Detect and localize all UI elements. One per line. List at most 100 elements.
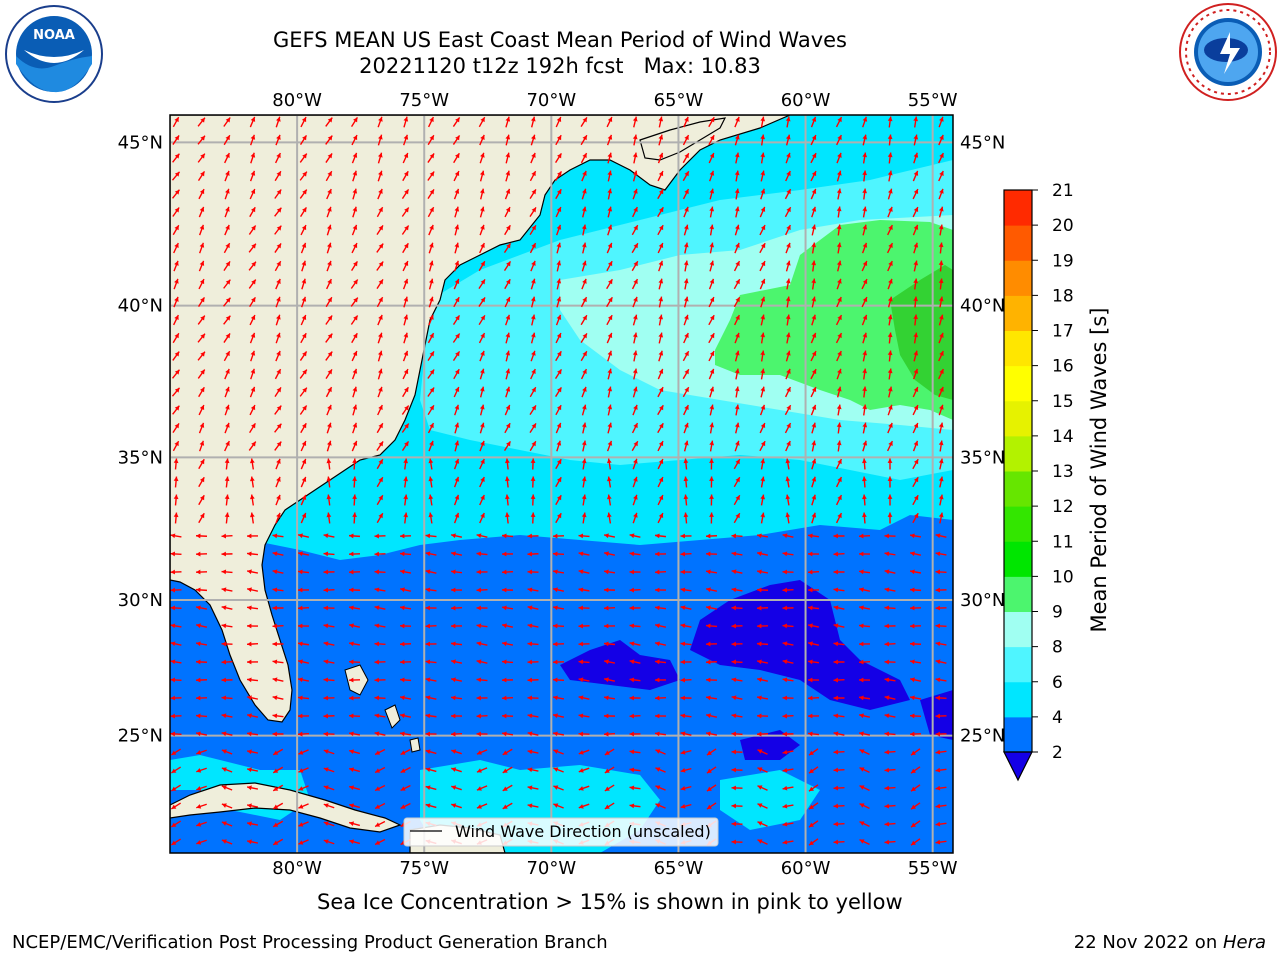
wind-arrow [428, 260, 434, 272]
wind-arrow [326, 494, 332, 506]
wind-arrow [629, 551, 641, 557]
wind-arrow [862, 332, 868, 344]
wind-arrow [453, 476, 460, 488]
wind-arrow [782, 821, 794, 827]
wind-arrow [250, 350, 256, 362]
wind-arrow [913, 314, 919, 326]
wind-arrow [274, 441, 282, 451]
wind-arrow [479, 440, 485, 452]
wind-arrow [402, 170, 409, 182]
wind-arrow [756, 605, 769, 611]
wind-arrow [555, 134, 562, 146]
wind-arrow [859, 839, 870, 845]
wind-arrow [297, 731, 310, 737]
wind-arrow [757, 821, 768, 827]
wind-arrow [912, 368, 919, 380]
wind-arrow [705, 587, 718, 593]
wind-arrow [377, 332, 383, 344]
wind-arrow [935, 749, 947, 755]
wind-arrow [351, 350, 358, 362]
wind-arrow [402, 152, 409, 164]
wind-arrow [785, 224, 791, 236]
wind-arrow [808, 766, 819, 774]
wind-arrow [399, 569, 412, 575]
wind-arrow [782, 641, 794, 647]
wind-arrow [198, 458, 205, 470]
wind-arrow [428, 476, 434, 488]
wind-arrow [833, 803, 845, 809]
wind-arrow [530, 332, 536, 344]
wind-arrow [629, 785, 641, 791]
wind-arrow [629, 803, 641, 809]
wind-arrow [935, 695, 947, 701]
wind-arrow [374, 713, 386, 719]
wind-arrow [782, 587, 794, 593]
wind-arrow [811, 224, 817, 236]
wind-arrow [760, 458, 766, 470]
wind-arrow [862, 368, 868, 380]
wind-arrow [504, 206, 511, 218]
wind-arrow [325, 315, 333, 325]
wind-arrow [399, 731, 412, 737]
wind-arrow [680, 605, 692, 611]
wind-arrow [504, 458, 510, 470]
noaa-logo-text: NOAA [33, 28, 75, 43]
wind-arrow [299, 369, 308, 379]
wind-arrow [887, 476, 893, 488]
wind-arrow [425, 623, 437, 629]
wind-arrow [938, 242, 944, 254]
wind-arrow [887, 152, 893, 164]
wind-arrow [399, 605, 412, 611]
wind-arrow [734, 368, 740, 380]
wind-arrow [756, 731, 769, 737]
wind-arrow [272, 695, 284, 701]
wind-arrow [450, 695, 463, 701]
wind-arrow [629, 749, 641, 755]
wind-arrow [913, 296, 918, 308]
lon-label-bottom-5: 55°W [908, 858, 958, 879]
colorbar-bin-2 [1004, 646, 1032, 683]
wind-arrow [607, 170, 613, 182]
wind-arrow [425, 803, 437, 809]
wind-arrow [884, 533, 896, 539]
wind-arrow [731, 551, 743, 557]
wind-arrow [349, 767, 360, 773]
wind-arrow [811, 278, 817, 290]
wind-arrow [578, 551, 590, 557]
wind-arrow [657, 458, 664, 470]
wind-arrow [731, 785, 743, 791]
wind-arrow [323, 641, 335, 647]
wind-arrow [198, 260, 205, 272]
wind-arrow [938, 494, 944, 506]
wind-arrow [246, 767, 259, 773]
wind-arrow [858, 605, 871, 611]
wind-arrow [300, 242, 307, 254]
wind-arrow [224, 458, 230, 470]
wind-arrow [859, 821, 870, 827]
wind-arrow [351, 242, 358, 254]
wind-arrow [197, 296, 206, 308]
wind-arrow [374, 802, 386, 810]
wind-arrow [476, 587, 488, 593]
wind-arrow [811, 242, 817, 254]
wind-arrow [708, 332, 715, 344]
wind-arrow [682, 188, 690, 200]
wind-arrow [784, 404, 792, 416]
wind-arrow [708, 116, 715, 128]
wind-arrow [912, 404, 919, 416]
wind-arrow [807, 695, 820, 701]
wind-arrow [454, 224, 460, 236]
colorbar-bin-15 [1004, 190, 1032, 226]
wind-arrow [298, 821, 309, 827]
wind-arrow [606, 476, 612, 488]
wind-arrow [782, 533, 794, 539]
wind-arrow [172, 405, 180, 415]
wind-arrow [403, 314, 409, 326]
wind-arrow [275, 476, 281, 488]
wind-arrow [172, 224, 180, 236]
wind-arrow [756, 587, 769, 593]
wind-arrow [629, 587, 641, 593]
wind-arrow [785, 332, 791, 344]
wind-arrow [808, 838, 819, 846]
wind-arrow [454, 242, 460, 254]
